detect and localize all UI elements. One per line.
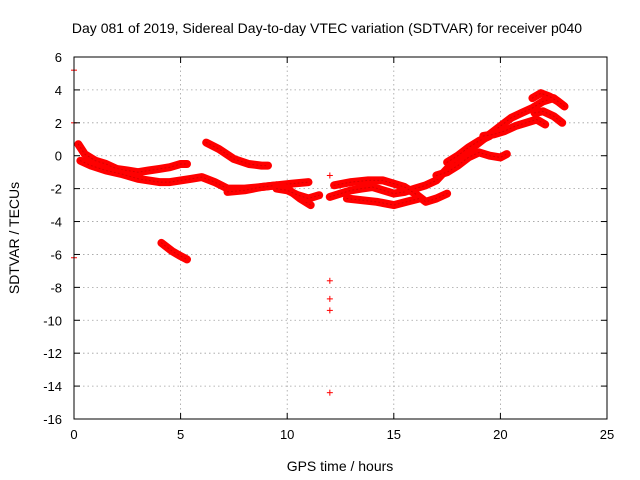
x-tick-label: 0	[70, 427, 77, 442]
series-arc-6	[272, 184, 324, 203]
x-axis-label: GPS time / hours	[287, 458, 394, 474]
series-arc-4	[202, 138, 272, 170]
grid-lines	[74, 57, 607, 419]
y-tick-label: -4	[50, 215, 62, 230]
x-tick-label: 10	[280, 427, 294, 442]
data-points	[71, 67, 333, 396]
series-arc-6-texture	[276, 188, 320, 199]
y-tick-label: 2	[55, 116, 62, 131]
y-axis-label: SDTVAR / TECUs	[6, 182, 22, 294]
series-arc-10-texture	[435, 151, 508, 176]
x-tick-label: 15	[387, 427, 401, 442]
y-tick-label: -12	[43, 346, 62, 361]
series-arc-12-texture	[482, 119, 546, 137]
y-tick-label: -8	[50, 280, 62, 295]
series-arc-14-texture	[534, 110, 563, 124]
data-point	[326, 307, 333, 314]
axis-ticks: 0 5 10 15 20 25 -16 -14 -12 -10 -8 -6 -4 -2 0 2 4 6	[43, 50, 614, 442]
y-tick-label: -16	[43, 412, 62, 427]
series-arc-7-texture	[329, 97, 565, 198]
data-point	[326, 172, 333, 179]
x-tick-label: 25	[600, 427, 614, 442]
series-arc-2-texture	[79, 160, 309, 190]
y-tick-label: -6	[50, 247, 62, 262]
plot-frame	[73, 56, 608, 420]
y-tick-label: 4	[55, 83, 62, 98]
series-arc-13-texture	[531, 92, 565, 107]
x-tick-label: 5	[177, 427, 184, 442]
series-arc-3	[157, 238, 191, 264]
x-tick-label: 20	[493, 427, 507, 442]
y-tick-label: -10	[43, 313, 62, 328]
series-arc-8	[330, 176, 452, 206]
y-tick-label: -14	[43, 379, 62, 394]
y-tick-label: 6	[55, 50, 62, 65]
data-point	[326, 277, 333, 284]
chart-title: Day 081 of 2019, Sidereal Day-to-day VTE…	[72, 20, 582, 36]
series-arc-11-texture	[446, 135, 491, 163]
data-point	[326, 295, 333, 302]
series-arc-4-texture	[205, 142, 269, 167]
y-tick-label: -2	[50, 182, 62, 197]
series-arc-1	[74, 140, 191, 177]
y-tick-label: 0	[55, 149, 62, 164]
data-point	[326, 389, 333, 396]
data-traces	[74, 89, 569, 264]
series-arc-9	[342, 194, 424, 210]
series-arc-9-texture	[346, 198, 420, 206]
